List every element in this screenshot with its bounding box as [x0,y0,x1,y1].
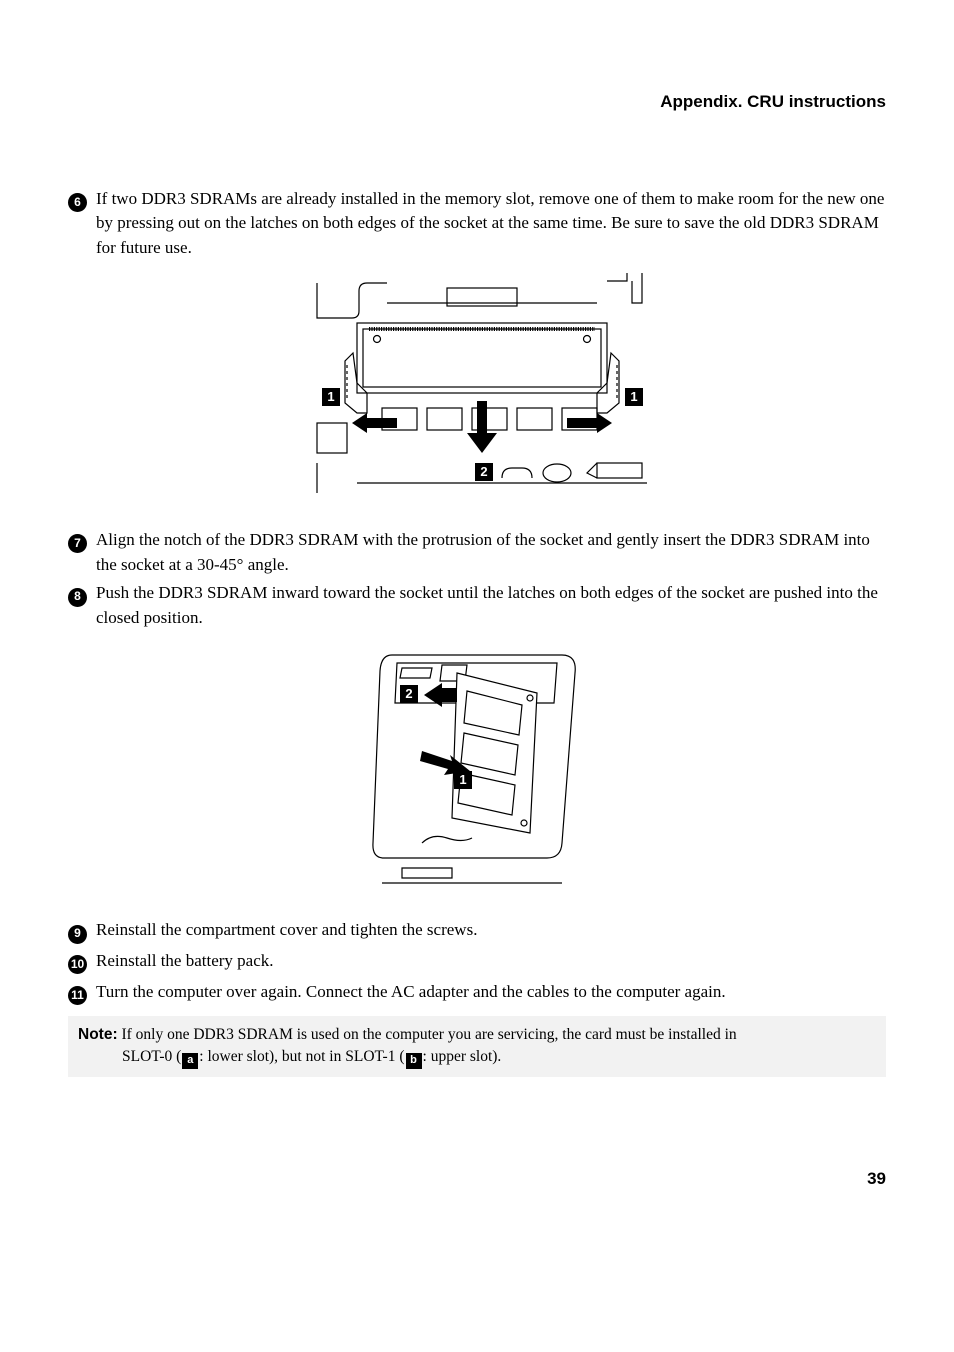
callout-slot-a: a [182,1053,198,1069]
step-number: 6 [68,193,87,212]
callout-2-top: 2 [405,686,412,701]
page-number: 39 [68,1167,886,1192]
step-text: Reinstall the battery pack. [96,949,886,976]
note-line2b: : lower slot), but not in SLOT-1 ( [199,1048,404,1065]
step-8: 8 Push the DDR3 SDRAM inward toward the … [68,581,886,630]
note-line2a: SLOT-0 ( [122,1048,181,1065]
step-number-badge: 9 [68,918,96,945]
step-number-badge: 8 [68,581,96,630]
note-line2c: : upper slot). [423,1048,502,1065]
figure-memory-slot-remove: 1 1 2 [68,273,886,511]
step-text: Turn the computer over again. Connect th… [96,980,886,1007]
step-6: 6 If two DDR3 SDRAMs are already install… [68,187,886,261]
note-box: Note: If only one DDR3 SDRAM is used on … [68,1016,886,1076]
step-10: 10 Reinstall the battery pack. [68,949,886,976]
callout-1-mid: 1 [459,772,466,787]
callout-1-right: 1 [630,389,637,404]
step-number-badge: 7 [68,528,96,577]
step-number: 11 [68,986,87,1005]
callout-slot-b: b [406,1053,422,1069]
step-text: Reinstall the compartment cover and tigh… [96,918,886,945]
memory-slot-diagram: 1 1 2 [297,273,657,503]
step-11: 11 Turn the computer over again. Connect… [68,980,886,1007]
step-text: If two DDR3 SDRAMs are already installed… [96,187,886,261]
step-number: 9 [68,925,87,944]
section-header: Appendix. CRU instructions [68,90,886,115]
step-text: Align the notch of the DDR3 SDRAM with t… [96,528,886,577]
step-9: 9 Reinstall the compartment cover and ti… [68,918,886,945]
callout-2: 2 [480,464,487,479]
page-content: Appendix. CRU instructions 6 If two DDR3… [0,0,954,1231]
note-line1: If only one DDR3 SDRAM is used on the co… [121,1026,736,1043]
callout-1-left: 1 [327,389,334,404]
step-7: 7 Align the notch of the DDR3 SDRAM with… [68,528,886,577]
step-number-badge: 6 [68,187,96,261]
note-label: Note: [78,1026,118,1043]
step-number-badge: 10 [68,949,96,976]
step-number-badge: 11 [68,980,96,1007]
step-number: 8 [68,588,87,607]
step-number: 10 [68,955,87,974]
memory-insert-diagram: 2 1 [362,643,592,893]
figure-memory-insert: 2 1 [68,643,886,901]
step-text: Push the DDR3 SDRAM inward toward the so… [96,581,886,630]
step-number: 7 [68,534,87,553]
